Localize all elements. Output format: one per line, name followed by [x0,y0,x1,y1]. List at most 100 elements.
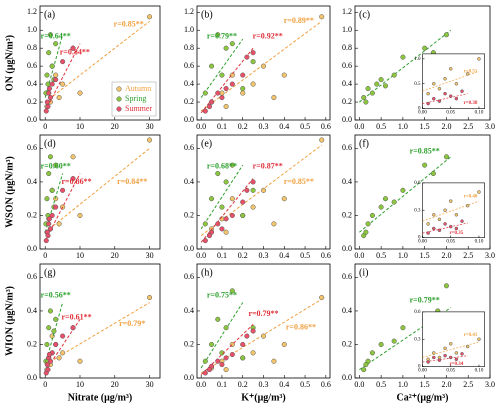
y-tick-label: 0.6 [184,143,194,152]
point [56,221,62,227]
point [244,187,250,193]
x-tick-label: 0.00 [418,369,427,374]
point [208,196,215,202]
y-tick-label: 0.0 [342,244,352,253]
y-tick-label: 0.2 [27,210,37,219]
point [422,162,428,168]
point [448,224,453,229]
point [281,196,287,202]
point [260,333,267,339]
x-tick-label: 0 [43,251,47,260]
point [147,294,153,301]
point [49,212,55,219]
y-tick-label: 0.6 [184,61,194,70]
point [443,77,447,81]
point [432,96,436,101]
point [223,325,229,331]
x-tick-label: 3.0 [485,122,495,131]
x-tick-label: 1.5 [420,251,430,260]
fit-line [359,29,452,103]
point [45,233,51,239]
y-tick-label: 0.6 [342,143,352,152]
point [206,103,213,110]
x-tick-label: 0.3 [259,251,269,260]
point [382,83,389,89]
x-tick-label: 0.0 [196,251,206,260]
point [454,96,459,101]
panel-label: (a) [44,9,55,20]
x-tick-label: 0.4 [279,380,289,389]
point [432,213,436,217]
point [229,212,235,219]
point [215,32,221,38]
point [47,154,53,160]
correlation-label: r=0.51 [464,69,478,74]
point [70,45,76,51]
point [426,360,430,364]
point [43,108,49,114]
point [422,45,428,51]
x-tick-label: 0.10 [475,240,484,245]
point [46,325,52,331]
y-tick-label: 0.0 [342,373,352,382]
correlation-label: r=0.86** [61,177,91,186]
point [215,358,221,364]
point [448,342,453,346]
point [223,355,229,361]
point [454,81,459,86]
x-tick-label: 0.2 [238,251,248,260]
point [229,288,235,294]
point [47,308,53,314]
point [365,86,371,92]
legend-marker [116,106,122,112]
point [443,283,450,289]
point [219,362,225,368]
y-tick-label: 0.4 [184,177,194,186]
point [223,216,229,222]
point [430,171,436,177]
y-tick-label: 0.4 [27,177,37,186]
point [49,187,55,193]
point [202,358,208,364]
point [454,351,459,355]
x-tick-label: 0.10 [475,369,484,374]
correlation-label: r=0.89** [284,16,314,25]
point [443,91,447,96]
x-tick-label: 20 [111,380,119,389]
point [46,50,52,56]
point [361,367,367,373]
point [448,67,453,71]
correlation-label: r=0.56** [41,291,71,300]
x-tick-label: 1.0 [398,380,408,389]
y-tick-label: 0 [418,236,421,241]
x-tick-label: 2.0 [441,380,451,389]
point [460,89,464,93]
point [361,95,367,101]
correlation-label: r=0.85** [114,20,144,29]
point [44,341,50,348]
point [56,355,62,361]
point [70,154,76,160]
point [378,341,384,348]
y-tick-label: 0.4 [184,79,194,88]
x-axis-label: Nitrate (μg/m³) [68,392,132,403]
x-tick-label: 2.0 [441,251,451,260]
point [45,103,51,110]
point [271,358,277,364]
correlation-label: r=0.86** [286,323,316,332]
point [369,90,375,96]
point [53,77,59,83]
point [448,199,453,203]
y-tick-label: 1.0 [27,25,37,34]
point [374,81,380,87]
x-tick-label: 30 [146,251,154,260]
x-tick-label: 0.6 [321,380,331,389]
point [208,63,215,69]
y-tick-label: 0.4 [27,79,37,88]
point [244,54,250,60]
point [49,81,55,87]
y-tick-label: 0.2 [342,97,352,106]
point [215,171,221,177]
correlation-label: r=0.35 [449,231,463,236]
plot-frame [196,5,331,121]
